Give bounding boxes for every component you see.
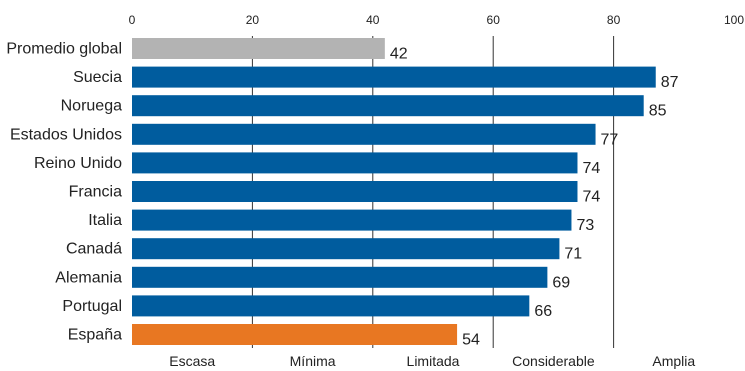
x-tick-label: 20 [246, 13, 260, 27]
category-label: España [68, 327, 122, 344]
category-label: Promedio global [6, 41, 122, 58]
x-tick-label: 0 [129, 13, 136, 27]
category-labels: Promedio global Suecia Noruega Estados Unid… [6, 41, 122, 344]
band-labels: Escasa Mínima Limitada Considerable Amplia [169, 353, 695, 369]
bar [132, 324, 458, 345]
x-tick-label: 60 [487, 13, 501, 27]
band-label: Amplia [652, 353, 695, 369]
bar-value-label: 85 [649, 103, 667, 120]
band-label: Escasa [169, 353, 215, 369]
bar-value-label: 71 [564, 246, 582, 263]
band-label: Considerable [512, 353, 595, 369]
category-label: Francia [69, 184, 122, 201]
bar-value-label: 69 [552, 274, 570, 291]
band-label: Limitada [407, 353, 460, 369]
bar [132, 123, 596, 145]
x-axis-ticks: 0 20 40 60 80 100 [129, 13, 745, 27]
category-label: Canadá [66, 241, 122, 258]
bar-value-label: 66 [534, 303, 552, 320]
bar-value-label: 74 [582, 189, 600, 206]
bar [132, 238, 560, 260]
band-label: Mínima [290, 353, 336, 369]
x-tick-label: 100 [724, 13, 744, 27]
bar-value-label: 77 [601, 131, 619, 148]
bar [132, 295, 530, 317]
bar [132, 181, 578, 202]
bar [132, 209, 572, 231]
category-label: Italia [88, 212, 122, 229]
bar [132, 66, 656, 88]
category-label: Alemania [55, 269, 122, 286]
category-label: Suecia [73, 69, 122, 86]
bar-value-label: 87 [661, 74, 679, 91]
bar [132, 95, 644, 117]
category-label: Portugal [62, 298, 122, 315]
category-label: Reino Unido [34, 155, 122, 172]
bar-value-label: 54 [462, 332, 480, 349]
x-tick-label: 80 [607, 13, 621, 27]
category-label: Noruega [61, 98, 122, 115]
bars [132, 38, 656, 345]
bar [132, 266, 548, 288]
bar-value-label: 74 [582, 160, 600, 177]
x-tick-label: 40 [366, 13, 380, 27]
bar-value-label: 73 [576, 217, 594, 234]
bar [132, 152, 578, 174]
bar-value-label: 42 [390, 46, 408, 63]
category-label: Estados Unidos [10, 126, 122, 143]
bar [132, 38, 385, 59]
